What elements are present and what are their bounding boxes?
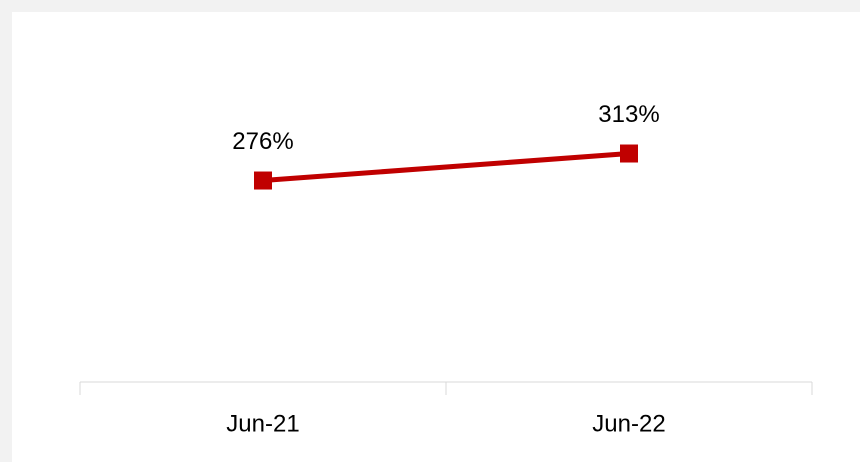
marker bbox=[620, 144, 638, 163]
x-tick-label: Jun-22 bbox=[592, 410, 665, 437]
chart-area bbox=[12, 12, 860, 462]
data-label: 313% bbox=[598, 101, 659, 128]
marker bbox=[254, 171, 272, 190]
x-tick-label: Jun-21 bbox=[226, 410, 299, 437]
line bbox=[262, 151, 630, 184]
data-label: 276% bbox=[232, 128, 293, 155]
